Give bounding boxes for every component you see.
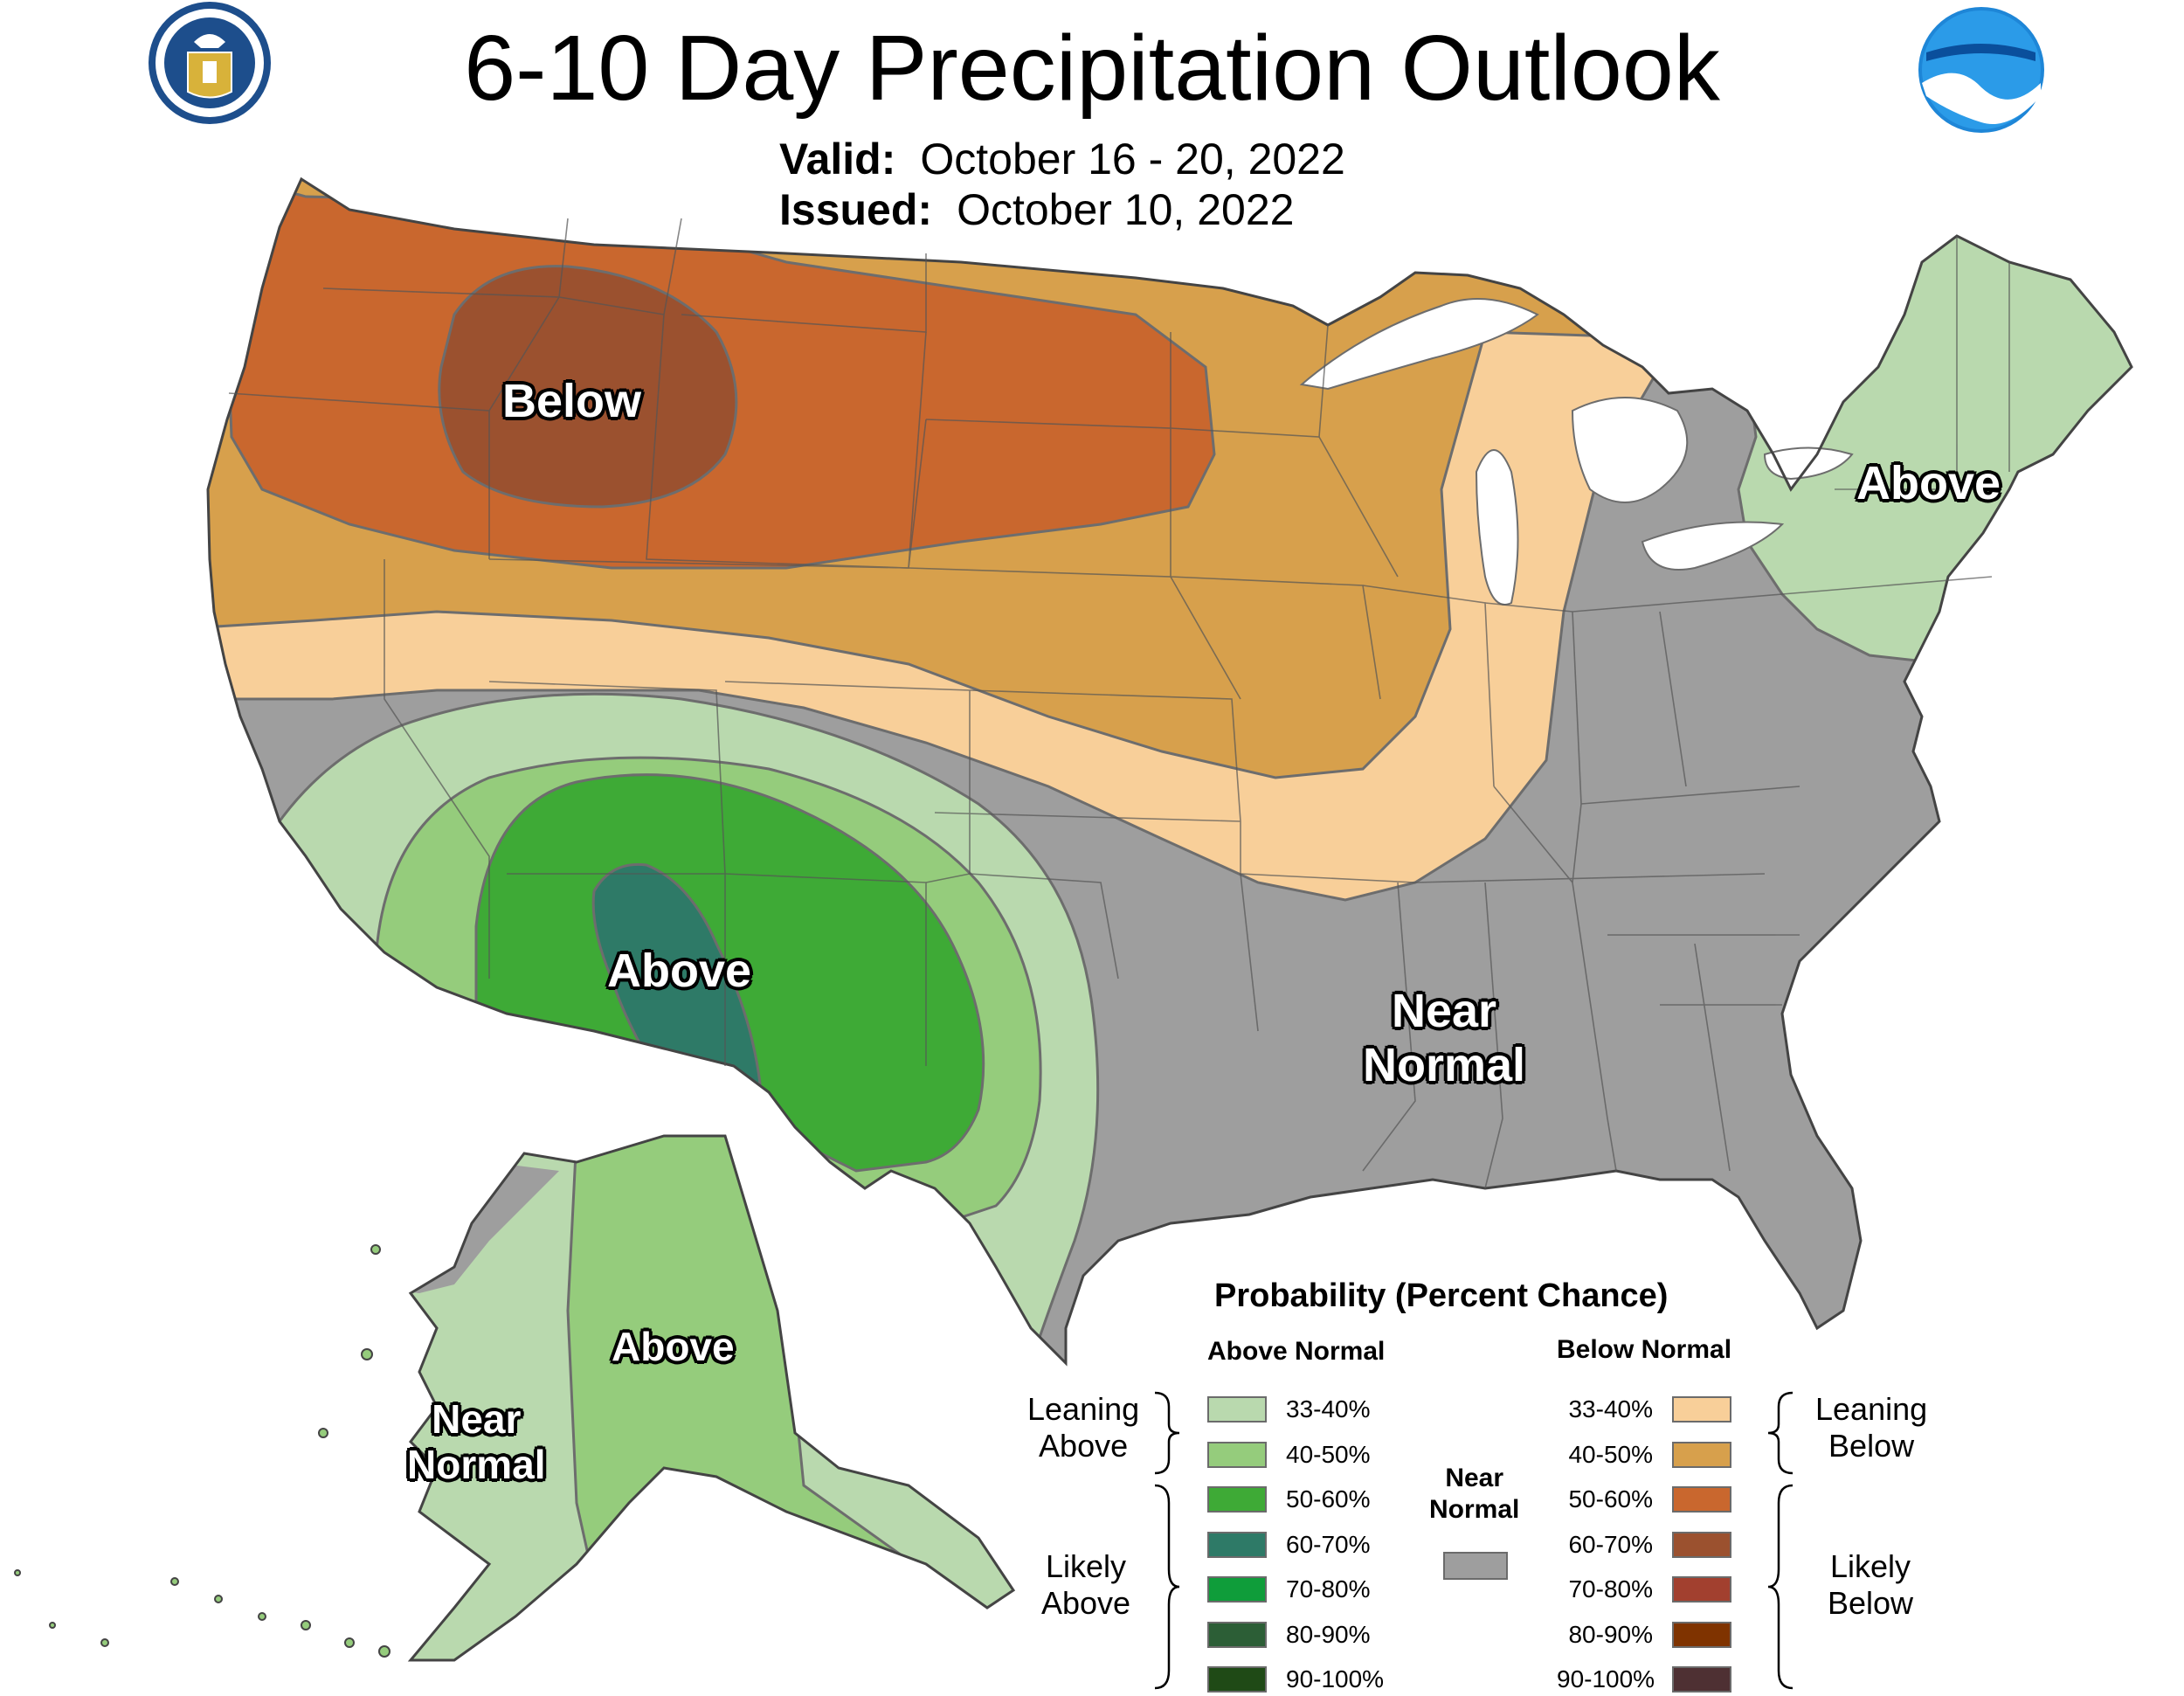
legend-above-swatch [1207, 1666, 1267, 1693]
label-above-southwest: Above [607, 945, 752, 997]
legend-below-row: 80-90% [1557, 1618, 1731, 1651]
legend-below-header: Below Normal [1557, 1335, 1732, 1364]
legend-below-row: 33-40% [1557, 1393, 1731, 1426]
likely-below-line2: Below [1828, 1585, 1914, 1621]
above-60-zone [591, 862, 762, 1085]
legend-above-row: 50-60% [1207, 1483, 1371, 1516]
brace-leaning-above [1154, 1391, 1180, 1475]
legend-below-swatch [1672, 1576, 1731, 1603]
brace-likely-below [1767, 1484, 1794, 1690]
legend-below-row: 60-70% [1557, 1528, 1731, 1561]
label-near-normal-line1: Near [1391, 985, 1497, 1037]
noaa-logo [1918, 7, 2044, 133]
legend-above-range: 90-100% [1286, 1665, 1385, 1693]
legend-likely-above: Likely Above [1041, 1548, 1130, 1622]
legend-below-range: 40-50% [1568, 1440, 1653, 1468]
label-alaska-above: Above [612, 1324, 735, 1369]
legend-below-swatch [1672, 1666, 1731, 1693]
near-normal-line2: Normal [1429, 1495, 1520, 1524]
label-near-normal: Near Normal [1363, 984, 1525, 1092]
legend-above-row: 90-100% [1207, 1663, 1384, 1696]
legend-above-range: 80-90% [1286, 1620, 1371, 1648]
legend-likely-below: Likely Below [1828, 1548, 1913, 1622]
leaning-above-line1: Leaning [1027, 1391, 1140, 1427]
legend-below-swatch [1672, 1396, 1731, 1423]
valid-dates: Valid: October 16 - 20, 2022 [779, 133, 1345, 185]
label-alaska-near-line2: Normal [407, 1442, 546, 1487]
issued-date: Issued: October 10, 2022 [779, 183, 1294, 236]
legend-above-swatch [1207, 1441, 1267, 1468]
page-title: 6-10 Day Precipitation Outlook [464, 17, 1720, 120]
legend-above-row: 40-50% [1207, 1438, 1371, 1471]
great-lakes [1299, 298, 1854, 606]
leaning-below-line1: Leaning [1815, 1391, 1928, 1427]
legend-above-header: Above Normal [1207, 1337, 1386, 1366]
legend-near-normal-label: Near Normal [1429, 1463, 1519, 1526]
doc-seal-logo [149, 2, 271, 124]
label-alaska-near-line1: Near [432, 1396, 522, 1442]
legend-below-row: 50-60% [1557, 1483, 1731, 1516]
lake-huron [1571, 397, 1689, 503]
legend-above-range: 40-50% [1286, 1440, 1371, 1468]
legend-above-row: 33-40% [1207, 1393, 1371, 1426]
legend-above-range: 60-70% [1286, 1530, 1371, 1558]
legend-above-swatch [1207, 1531, 1267, 1558]
legend-below-range: 70-80% [1568, 1575, 1653, 1603]
lake-ontario [1763, 446, 1854, 481]
legend-above-swatch [1207, 1621, 1267, 1648]
legend-below-range: 60-70% [1568, 1530, 1653, 1558]
legend-near-normal-swatch [1443, 1552, 1508, 1580]
leaning-above-line2: Above [1039, 1428, 1129, 1464]
legend-title: Probability (Percent Chance) [1214, 1277, 1669, 1314]
label-alaska-near-normal: Near Normal [407, 1396, 545, 1487]
label-above-northeast: Above [1856, 457, 2001, 509]
legend-above-row: 80-90% [1207, 1618, 1371, 1651]
legend-above-swatch [1207, 1396, 1267, 1423]
label-below: Below [502, 375, 642, 427]
valid-label: Valid: [779, 135, 896, 183]
legend-below-swatch [1672, 1441, 1731, 1468]
legend-below-swatch [1672, 1621, 1731, 1648]
leaning-below-line2: Below [1828, 1428, 1915, 1464]
likely-below-line1: Likely [1830, 1548, 1911, 1584]
legend-below-range: 90-100% [1557, 1665, 1655, 1693]
legend-leaning-below: Leaning Below [1815, 1391, 1927, 1464]
lake-michigan [1475, 449, 1519, 606]
alaska-outline [407, 1134, 1016, 1662]
legend-leaning-above: Leaning Above [1027, 1391, 1139, 1464]
likely-above-line2: Above [1041, 1585, 1131, 1621]
below-60-zone [438, 265, 738, 509]
legend-below-range: 80-90% [1568, 1620, 1653, 1648]
legend-below-swatch [1672, 1486, 1731, 1513]
legend-below-row: 90-100% [1557, 1663, 1731, 1696]
legend-below-swatch [1672, 1531, 1731, 1558]
conus-outline [206, 177, 2133, 1367]
brace-leaning-below [1767, 1391, 1794, 1475]
legend-above-row: 60-70% [1207, 1528, 1371, 1561]
legend-below-row: 70-80% [1557, 1573, 1731, 1606]
legend-above-range: 33-40% [1286, 1395, 1371, 1423]
issued-label: Issued: [779, 185, 933, 234]
brace-likely-above [1154, 1484, 1180, 1690]
legend-above-swatch [1207, 1576, 1267, 1603]
legend-above-range: 70-80% [1286, 1575, 1371, 1603]
legend-above-row: 70-80% [1207, 1573, 1371, 1606]
state-boundaries [228, 218, 2010, 1189]
issued-value: October 10, 2022 [957, 185, 1295, 234]
legend-above-range: 50-60% [1286, 1485, 1371, 1513]
valid-value: October 16 - 20, 2022 [920, 135, 1345, 183]
label-near-normal-line2: Normal [1363, 1039, 1526, 1091]
lake-erie [1641, 521, 1785, 571]
legend-below-row: 40-50% [1557, 1438, 1731, 1471]
lake-superior [1299, 298, 1539, 391]
near-normal-line1: Near [1445, 1464, 1504, 1492]
likely-above-line1: Likely [1046, 1548, 1127, 1584]
aleutian-islands [14, 1244, 390, 1658]
legend-below-range: 33-40% [1568, 1395, 1653, 1423]
legend-below-range: 50-60% [1568, 1485, 1653, 1513]
legend-above-swatch [1207, 1486, 1267, 1513]
